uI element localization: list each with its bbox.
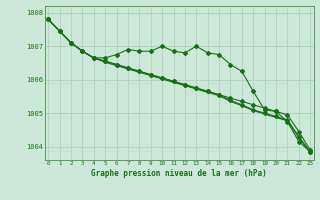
X-axis label: Graphe pression niveau de la mer (hPa): Graphe pression niveau de la mer (hPa) [91,169,267,178]
